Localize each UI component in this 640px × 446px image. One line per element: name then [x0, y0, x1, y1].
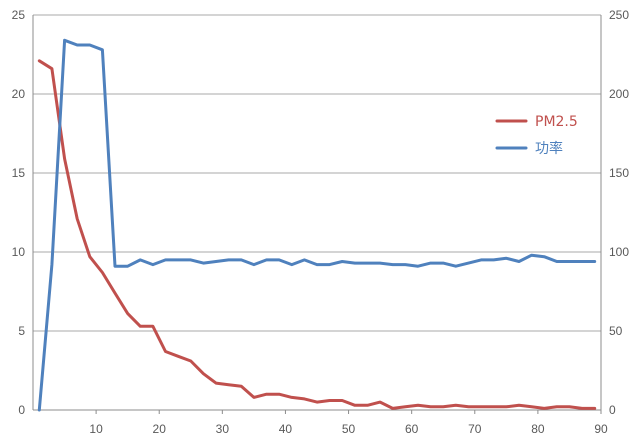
y-right-tick-label: 200 — [609, 87, 629, 101]
legend-label: 功率 — [535, 140, 563, 157]
series-line-power — [37, 38, 597, 412]
y-right-tick-label: 0 — [609, 403, 616, 417]
x-tick-label: 50 — [342, 422, 356, 436]
right-y-axis-tick-labels: 0 50 100 150 200 250 — [609, 8, 629, 417]
y-left-tick-label: 25 — [12, 8, 26, 22]
y-left-tick-label: 5 — [18, 324, 25, 338]
y-right-tick-label: 50 — [609, 324, 623, 338]
axes — [32, 15, 602, 414]
y-left-tick-label: 15 — [12, 166, 26, 180]
legend: PM2.5 功率 — [495, 114, 578, 157]
x-tick-label: 30 — [216, 422, 230, 436]
series-lines — [37, 38, 597, 412]
legend-label: PM2.5 — [535, 114, 578, 130]
y-right-tick-label: 150 — [609, 166, 629, 180]
y-left-tick-label: 10 — [12, 245, 26, 259]
y-left-tick-label: 20 — [12, 87, 26, 101]
x-tick-label: 20 — [153, 422, 167, 436]
y-right-tick-label: 250 — [609, 8, 629, 22]
x-tick-label: 10 — [89, 422, 103, 436]
x-tick-label: 70 — [468, 422, 482, 436]
y-right-tick-label: 100 — [609, 245, 629, 259]
x-axis-tick-labels: 10 20 30 40 50 60 70 80 90 — [89, 422, 608, 436]
left-y-axis-tick-labels: 0 5 10 15 20 25 — [12, 8, 26, 417]
x-tick-label: 40 — [279, 422, 293, 436]
gridlines — [33, 14, 601, 332]
x-tick-label: 60 — [405, 422, 419, 436]
x-tick-label: 90 — [594, 422, 608, 436]
series-line-pm25 — [37, 59, 597, 410]
y-left-tick-label: 0 — [18, 403, 25, 417]
x-tick-label: 80 — [531, 422, 545, 436]
